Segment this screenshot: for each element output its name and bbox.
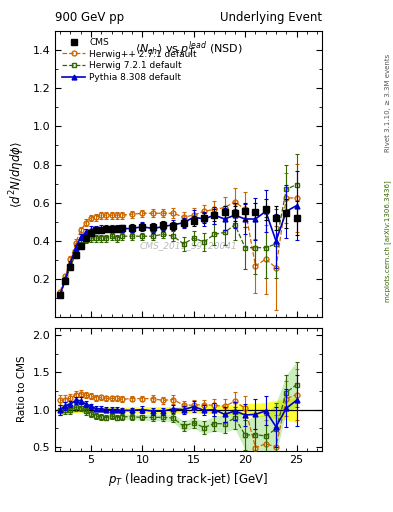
Text: Rivet 3.1.10, ≥ 3.3M events: Rivet 3.1.10, ≥ 3.3M events (385, 53, 391, 152)
Y-axis label: Ratio to CMS: Ratio to CMS (17, 356, 27, 422)
Legend: CMS, Herwig++ 2.7.1 default, Herwig 7.2.1 default, Pythia 8.308 default: CMS, Herwig++ 2.7.1 default, Herwig 7.2.… (59, 35, 200, 85)
Text: Underlying Event: Underlying Event (220, 11, 322, 24)
Text: $\langle N_{ch}\rangle$ vs $p_T^{lead}$ (NSD): $\langle N_{ch}\rangle$ vs $p_T^{lead}$ … (135, 39, 242, 59)
Text: CMS_2011_S9120041: CMS_2011_S9120041 (140, 241, 237, 250)
X-axis label: $p_T$ (leading track-jet) [GeV]: $p_T$ (leading track-jet) [GeV] (108, 471, 269, 488)
Text: mcplots.cern.ch [arXiv:1306.3436]: mcplots.cern.ch [arXiv:1306.3436] (384, 180, 391, 302)
Y-axis label: $\langle d^{2}N/d\eta d\phi\rangle$: $\langle d^{2}N/d\eta d\phi\rangle$ (7, 141, 27, 207)
Text: 900 GeV pp: 900 GeV pp (55, 11, 124, 24)
